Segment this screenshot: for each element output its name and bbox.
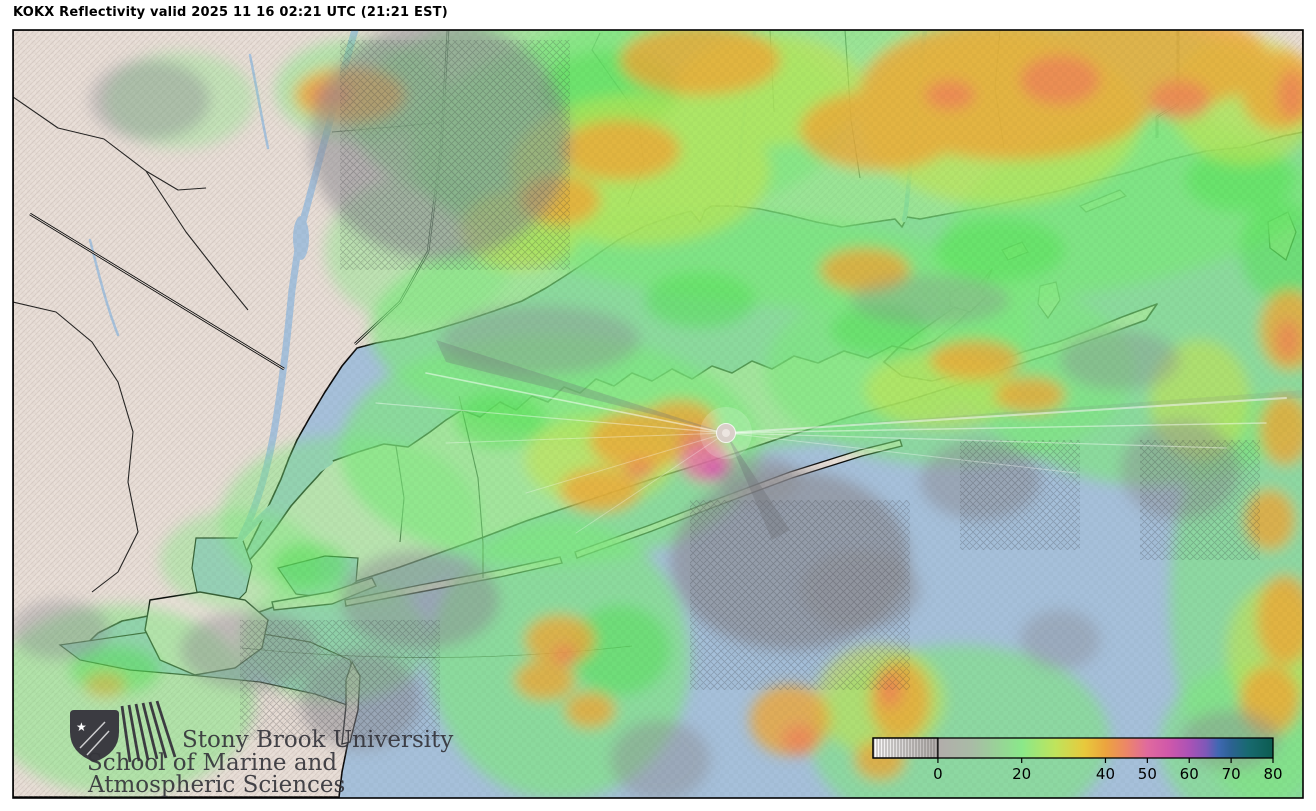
colorbar-tick-label: 80 (1263, 765, 1282, 783)
svg-text:★: ★ (76, 720, 87, 734)
colorbar-tick-label: 40 (1096, 765, 1115, 783)
shield-icon: ★ (70, 700, 177, 763)
colorbar-tick-label: 50 (1138, 765, 1157, 783)
colorbar-ticks: 0 20 40 50 60 70 80 (933, 758, 1283, 783)
colorbar-tick-label: 70 (1222, 765, 1241, 783)
colorbar-tick-label: 60 (1180, 765, 1199, 783)
colorbar-tick-label: 20 (1012, 765, 1031, 783)
radar-site-marker (700, 407, 752, 459)
colorbar: 0 20 40 50 60 70 80 (872, 737, 1283, 783)
logo-line-3: Atmospheric Sciences (87, 772, 345, 798)
logo-line-1: Stony Brook University (182, 727, 453, 753)
university-logo: ★ Stony Brook University School of Marin… (70, 700, 453, 798)
radar-spokes (375, 340, 1303, 540)
map-frame (12, 29, 1304, 799)
colorbar-tick-label: 0 (933, 765, 943, 783)
pixelation-overlay (13, 30, 1303, 798)
map-title: KOKX Reflectivity valid 2025 11 16 02:21… (13, 5, 448, 20)
logo-line-2: School of Marine and (87, 750, 337, 776)
logo-fan-lines (120, 700, 177, 763)
colorbar-hatched-region (872, 737, 939, 759)
